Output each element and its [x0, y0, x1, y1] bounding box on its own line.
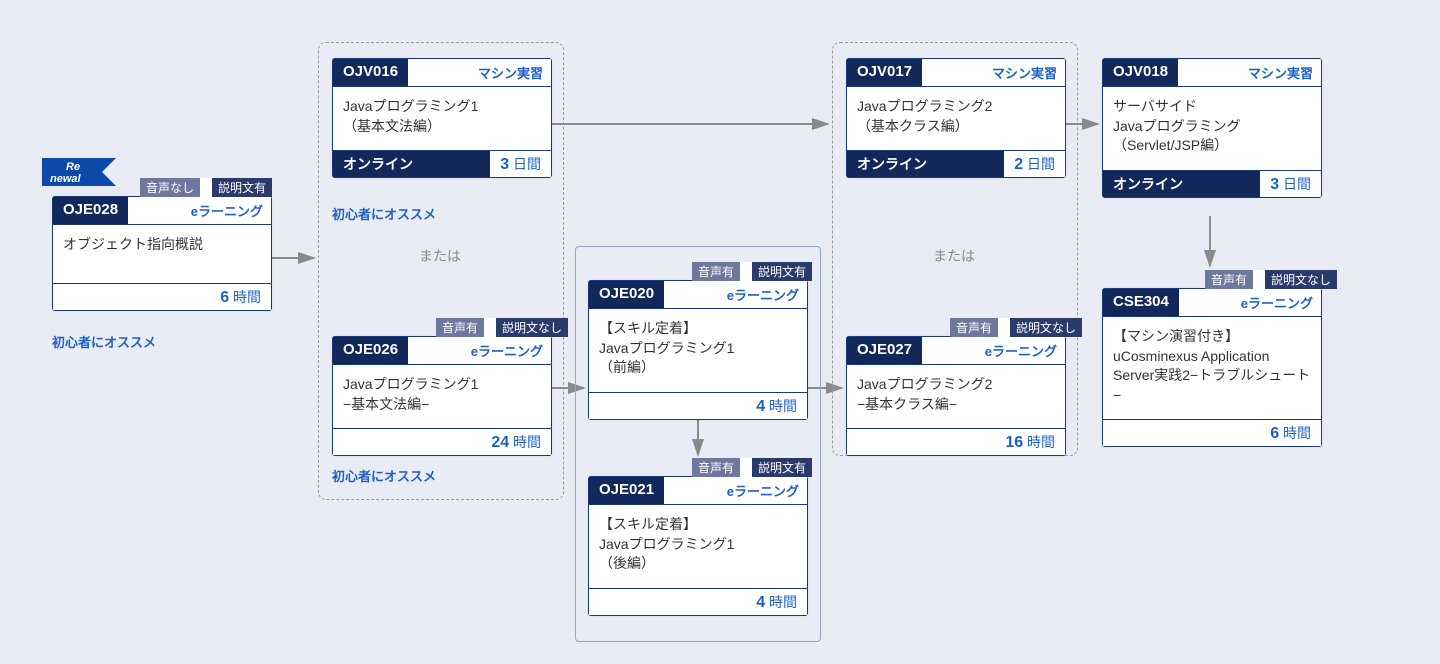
course-title: オブジェクト指向概説	[53, 225, 271, 283]
course-header: OJV016マシン実習	[333, 59, 551, 87]
course-OJE027[interactable]: OJE027eラーニングJavaプログラミング2−基本クラス編−16 時間	[846, 336, 1066, 456]
course-badge: eラーニング	[1179, 289, 1321, 316]
or-o1: または	[419, 246, 461, 266]
course-OJE021[interactable]: OJE021eラーニング【スキル定着】Javaプログラミング1（後編）4 時間	[588, 476, 808, 616]
course-footer: 24 時間	[333, 428, 551, 455]
course-duration: 24 時間	[333, 429, 551, 455]
course-code: OJE026	[333, 337, 408, 364]
tag-t_oje020: 音声有説明文有	[692, 262, 812, 281]
course-badge: マシン実習	[922, 59, 1065, 86]
note-n3: 初心者にオススメ	[332, 466, 436, 485]
course-footer: 6 時間	[1103, 419, 1321, 446]
course-code: OJE021	[589, 477, 664, 504]
renewal-badge: Re newal	[42, 158, 116, 186]
or-o2: または	[933, 246, 975, 266]
course-code: OJV018	[1103, 59, 1178, 86]
course-title: Javaプログラミング2（基本クラス編）	[847, 87, 1065, 150]
course-badge: eラーニング	[664, 281, 807, 308]
course-OJE026[interactable]: OJE026eラーニングJavaプログラミング1−基本文法編−24 時間	[332, 336, 552, 456]
course-title: Javaプログラミング1−基本文法編−	[333, 365, 551, 428]
course-title: Javaプログラミング1（基本文法編）	[333, 87, 551, 150]
course-duration: 4 時間	[589, 393, 807, 419]
course-duration: 3 日間	[1260, 171, 1321, 197]
course-OJE020[interactable]: OJE020eラーニング【スキル定着】Javaプログラミング1（前編）4 時間	[588, 280, 808, 420]
tag-t_oje027: 音声有説明文なし	[950, 318, 1082, 337]
course-header: OJE026eラーニング	[333, 337, 551, 365]
course-footer: オンライン2 日間	[847, 150, 1065, 177]
course-duration: 3 日間	[490, 151, 551, 177]
course-duration: 2 日間	[1004, 151, 1065, 177]
course-header: OJV018マシン実習	[1103, 59, 1321, 87]
tag-t_cse304: 音声有説明文なし	[1205, 270, 1337, 289]
course-duration: 16 時間	[847, 429, 1065, 455]
course-mode: オンライン	[333, 151, 490, 177]
svg-text:newal: newal	[50, 173, 82, 185]
note-n2: 初心者にオススメ	[332, 204, 436, 223]
course-badge: マシン実習	[1178, 59, 1321, 86]
course-footer: 16 時間	[847, 428, 1065, 455]
course-code: OJV017	[847, 59, 922, 86]
course-duration: 6 時間	[53, 284, 271, 310]
course-title: サーバサイドJavaプログラミング（Servlet/JSP編）	[1103, 87, 1321, 170]
course-header: OJE020eラーニング	[589, 281, 807, 309]
tag-t_oje026: 音声有説明文なし	[436, 318, 568, 337]
course-code: OJE028	[53, 197, 128, 224]
course-footer: 6 時間	[53, 283, 271, 310]
course-title: 【マシン演習付き】uCosminexus Application Server実…	[1103, 317, 1321, 419]
course-header: OJE028eラーニング	[53, 197, 271, 225]
course-title: Javaプログラミング2−基本クラス編−	[847, 365, 1065, 428]
course-header: CSE304eラーニング	[1103, 289, 1321, 317]
tag-t_oje021: 音声有説明文有	[692, 458, 812, 477]
course-footer: 4 時間	[589, 392, 807, 419]
course-code: CSE304	[1103, 289, 1179, 316]
course-header: OJE021eラーニング	[589, 477, 807, 505]
course-code: OJE027	[847, 337, 922, 364]
course-mode: オンライン	[847, 151, 1004, 177]
course-duration: 6 時間	[1103, 420, 1321, 446]
course-badge: eラーニング	[922, 337, 1065, 364]
course-code: OJV016	[333, 59, 408, 86]
course-footer: オンライン3 日間	[333, 150, 551, 177]
course-badge: eラーニング	[664, 477, 807, 504]
course-mode: オンライン	[1103, 171, 1260, 197]
course-badge: eラーニング	[128, 197, 271, 224]
course-header: OJE027eラーニング	[847, 337, 1065, 365]
course-OJV017[interactable]: OJV017マシン実習Javaプログラミング2（基本クラス編）オンライン2 日間	[846, 58, 1066, 178]
note-n1: 初心者にオススメ	[52, 332, 156, 351]
course-footer: 4 時間	[589, 588, 807, 615]
course-badge: マシン実習	[408, 59, 551, 86]
course-OJV016[interactable]: OJV016マシン実習Javaプログラミング1（基本文法編）オンライン3 日間	[332, 58, 552, 178]
course-code: OJE020	[589, 281, 664, 308]
course-footer: オンライン3 日間	[1103, 170, 1321, 197]
course-OJV018[interactable]: OJV018マシン実習サーバサイドJavaプログラミング（Servlet/JSP…	[1102, 58, 1322, 198]
course-header: OJV017マシン実習	[847, 59, 1065, 87]
course-title: 【スキル定着】Javaプログラミング1（後編）	[589, 505, 807, 588]
course-badge: eラーニング	[408, 337, 551, 364]
course-title: 【スキル定着】Javaプログラミング1（前編）	[589, 309, 807, 392]
course-CSE304[interactable]: CSE304eラーニング【マシン演習付き】uCosminexus Applica…	[1102, 288, 1322, 447]
diagram-canvas: Re newal OJE028eラーニングオブジェクト指向概説6 時間OJV01…	[0, 0, 1440, 664]
tag-t_oje028: 音声なし説明文有	[140, 178, 272, 197]
course-duration: 4 時間	[589, 589, 807, 615]
svg-text:Re: Re	[66, 161, 80, 173]
course-OJE028[interactable]: OJE028eラーニングオブジェクト指向概説6 時間	[52, 196, 272, 311]
